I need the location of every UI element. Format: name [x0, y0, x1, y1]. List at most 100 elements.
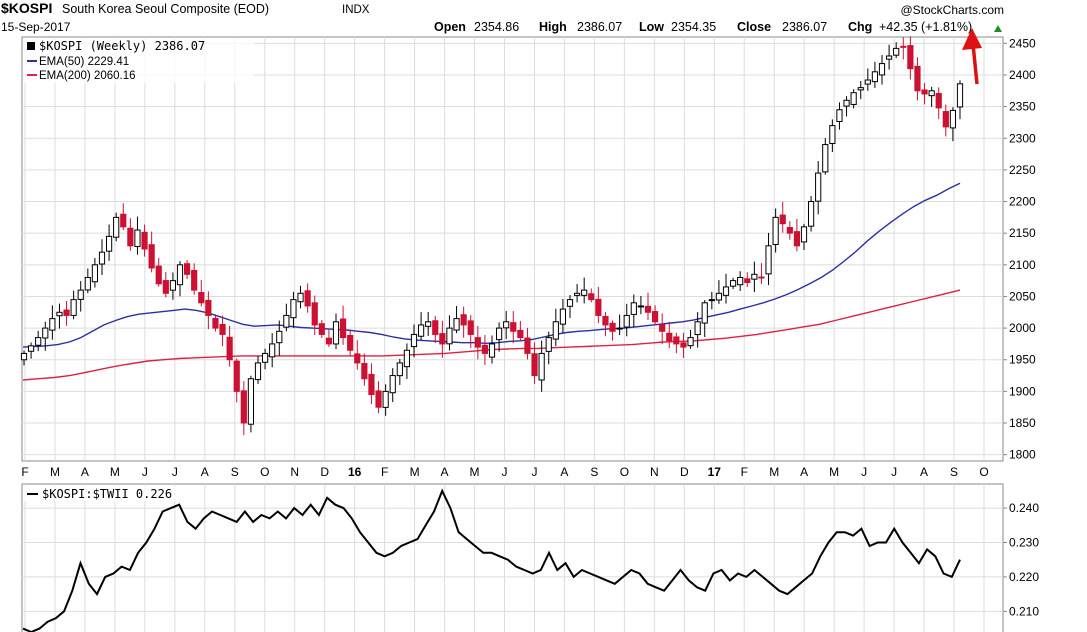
candle-body [347, 334, 354, 351]
candle-body [339, 318, 347, 339]
candle-body [744, 278, 751, 284]
price-tick-label: 2200 [1009, 195, 1036, 209]
candle-body [183, 263, 191, 275]
candle-body [56, 311, 63, 317]
month-label: A [441, 465, 449, 479]
price-tick-label: 2350 [1009, 100, 1036, 114]
legend-ema50: EMA(50) 2229.41 [39, 56, 129, 68]
candle-body [467, 320, 474, 335]
candle-body [914, 65, 921, 92]
candle-body [481, 344, 489, 354]
candle-body [191, 269, 198, 291]
candle-body [233, 360, 240, 392]
month-label: 17 [708, 465, 722, 479]
month-label: N [290, 465, 299, 479]
month-label: M [410, 465, 420, 479]
candle-body [800, 226, 808, 243]
candle-body [488, 343, 496, 358]
month-label: J [861, 465, 867, 479]
price-tick-label: 1950 [1009, 353, 1036, 367]
candle-body [758, 276, 765, 279]
candle-body [332, 321, 340, 345]
annotation-arrow [962, 28, 982, 85]
candle-body [127, 227, 134, 247]
ratio-y-axis: 0.210 0.220 0.230 0.240 [1003, 501, 1039, 618]
price-tick-label: 2100 [1009, 258, 1036, 272]
candle-body [254, 362, 262, 381]
month-label: M [829, 465, 839, 479]
open-label: Open [434, 20, 466, 34]
candle-body [673, 336, 680, 345]
candle-body [446, 327, 453, 345]
candle-body [20, 352, 28, 361]
ratio-line [22, 488, 961, 632]
candle-body [297, 292, 304, 303]
candle-body [956, 83, 964, 108]
candle-body [928, 90, 935, 97]
ratio-legend-bg [24, 486, 194, 501]
month-label: F [741, 465, 748, 479]
candle-body [269, 343, 276, 358]
month-label: A [800, 465, 808, 479]
candlestick-series [20, 36, 964, 436]
candle-body [105, 235, 113, 252]
month-label: M [769, 465, 779, 479]
price-tick-label: 2400 [1009, 68, 1036, 82]
candle-body [871, 71, 879, 83]
price-tick-label: 2150 [1009, 226, 1036, 240]
candle-body [573, 292, 581, 296]
month-label: N [650, 465, 659, 479]
candle-body [432, 320, 439, 335]
candle-body [325, 337, 333, 345]
candle-body [559, 308, 567, 325]
candle-body [829, 125, 836, 145]
candle-body [410, 333, 418, 348]
candle-body [609, 322, 616, 332]
candle-body [729, 280, 737, 287]
candle-body [368, 373, 375, 396]
ratio-tick-label: 0.230 [1009, 536, 1039, 550]
candle-body [219, 323, 226, 335]
candle-body [666, 332, 673, 342]
candle-body [354, 353, 361, 364]
candle-body [261, 352, 269, 363]
candle-body [517, 329, 524, 339]
ratio-legend: $KOSPI:$TWII 0.226 [42, 487, 172, 501]
candle-body [623, 314, 630, 328]
candle-body [644, 305, 652, 313]
price-tick-label: 2250 [1009, 163, 1036, 177]
candle-body [659, 324, 666, 332]
month-label: A [920, 465, 928, 479]
month-axis-band [22, 462, 1003, 480]
candle-body [417, 324, 425, 337]
candle-body [176, 264, 184, 286]
arrow-head-icon [962, 28, 982, 50]
chg-value: +42.35 (+1.81%) [879, 20, 972, 34]
candle-body [247, 378, 255, 425]
candle-body [141, 231, 148, 250]
candle-body [304, 290, 311, 307]
candle-body [226, 336, 233, 361]
price-tick-label: 1800 [1009, 448, 1036, 462]
month-label: D [680, 465, 689, 479]
month-label: S [590, 465, 598, 479]
candle-body [212, 318, 219, 329]
candle-body [722, 286, 730, 296]
candle-body [878, 63, 886, 76]
candle-body [382, 390, 389, 408]
month-label: S [231, 465, 239, 479]
candle-body [935, 93, 942, 109]
candle-body [134, 229, 141, 248]
candle-body [616, 327, 623, 330]
candle-body [552, 321, 559, 340]
candle-body [148, 244, 155, 269]
candle-body [77, 289, 84, 300]
price-tick-label: 2300 [1009, 131, 1036, 145]
low-value: 2354.35 [671, 20, 716, 34]
chg-up-triangle-icon [994, 25, 1002, 32]
candle-body [311, 302, 318, 326]
candle-body [169, 280, 177, 291]
legend-swatch-main [27, 42, 35, 50]
ratio-panel [21, 483, 1004, 632]
